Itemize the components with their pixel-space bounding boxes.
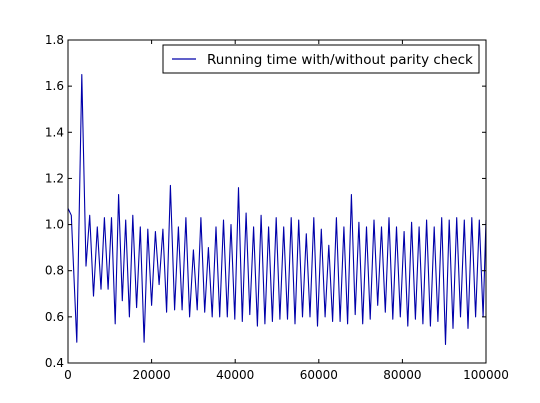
y-tick-label: 1.4 (45, 125, 64, 139)
y-tick-label: 1.6 (45, 79, 64, 93)
series-line-0 (67, 74, 487, 346)
y-tick-label: 0.4 (45, 356, 64, 370)
x-tick-label: 0 (64, 368, 72, 382)
y-tick-label: 0.8 (45, 264, 64, 278)
x-tick-label: 80000 (383, 368, 421, 382)
legend: Running time with/without parity check (162, 44, 480, 74)
x-tick-label: 40000 (216, 368, 254, 382)
legend-label: Running time with/without parity check (207, 52, 473, 68)
ticks-layer: 0 20000 40000 60000 80000 100000 0.4 0.6 0.8 1.0 1… (45, 33, 509, 382)
y-tick-label: 1.8 (45, 33, 64, 47)
y-tick-label: 0.6 (45, 310, 64, 324)
y-tick-label: 1.2 (45, 171, 64, 185)
y-tick-label: 1.0 (45, 218, 64, 232)
legend-box (162, 44, 480, 74)
plot-frame (67, 39, 487, 364)
x-tick-label: 100000 (463, 368, 509, 382)
x-tick-label: 60000 (300, 368, 338, 382)
series-layer (67, 74, 487, 346)
x-tick-label: 20000 (133, 368, 171, 382)
